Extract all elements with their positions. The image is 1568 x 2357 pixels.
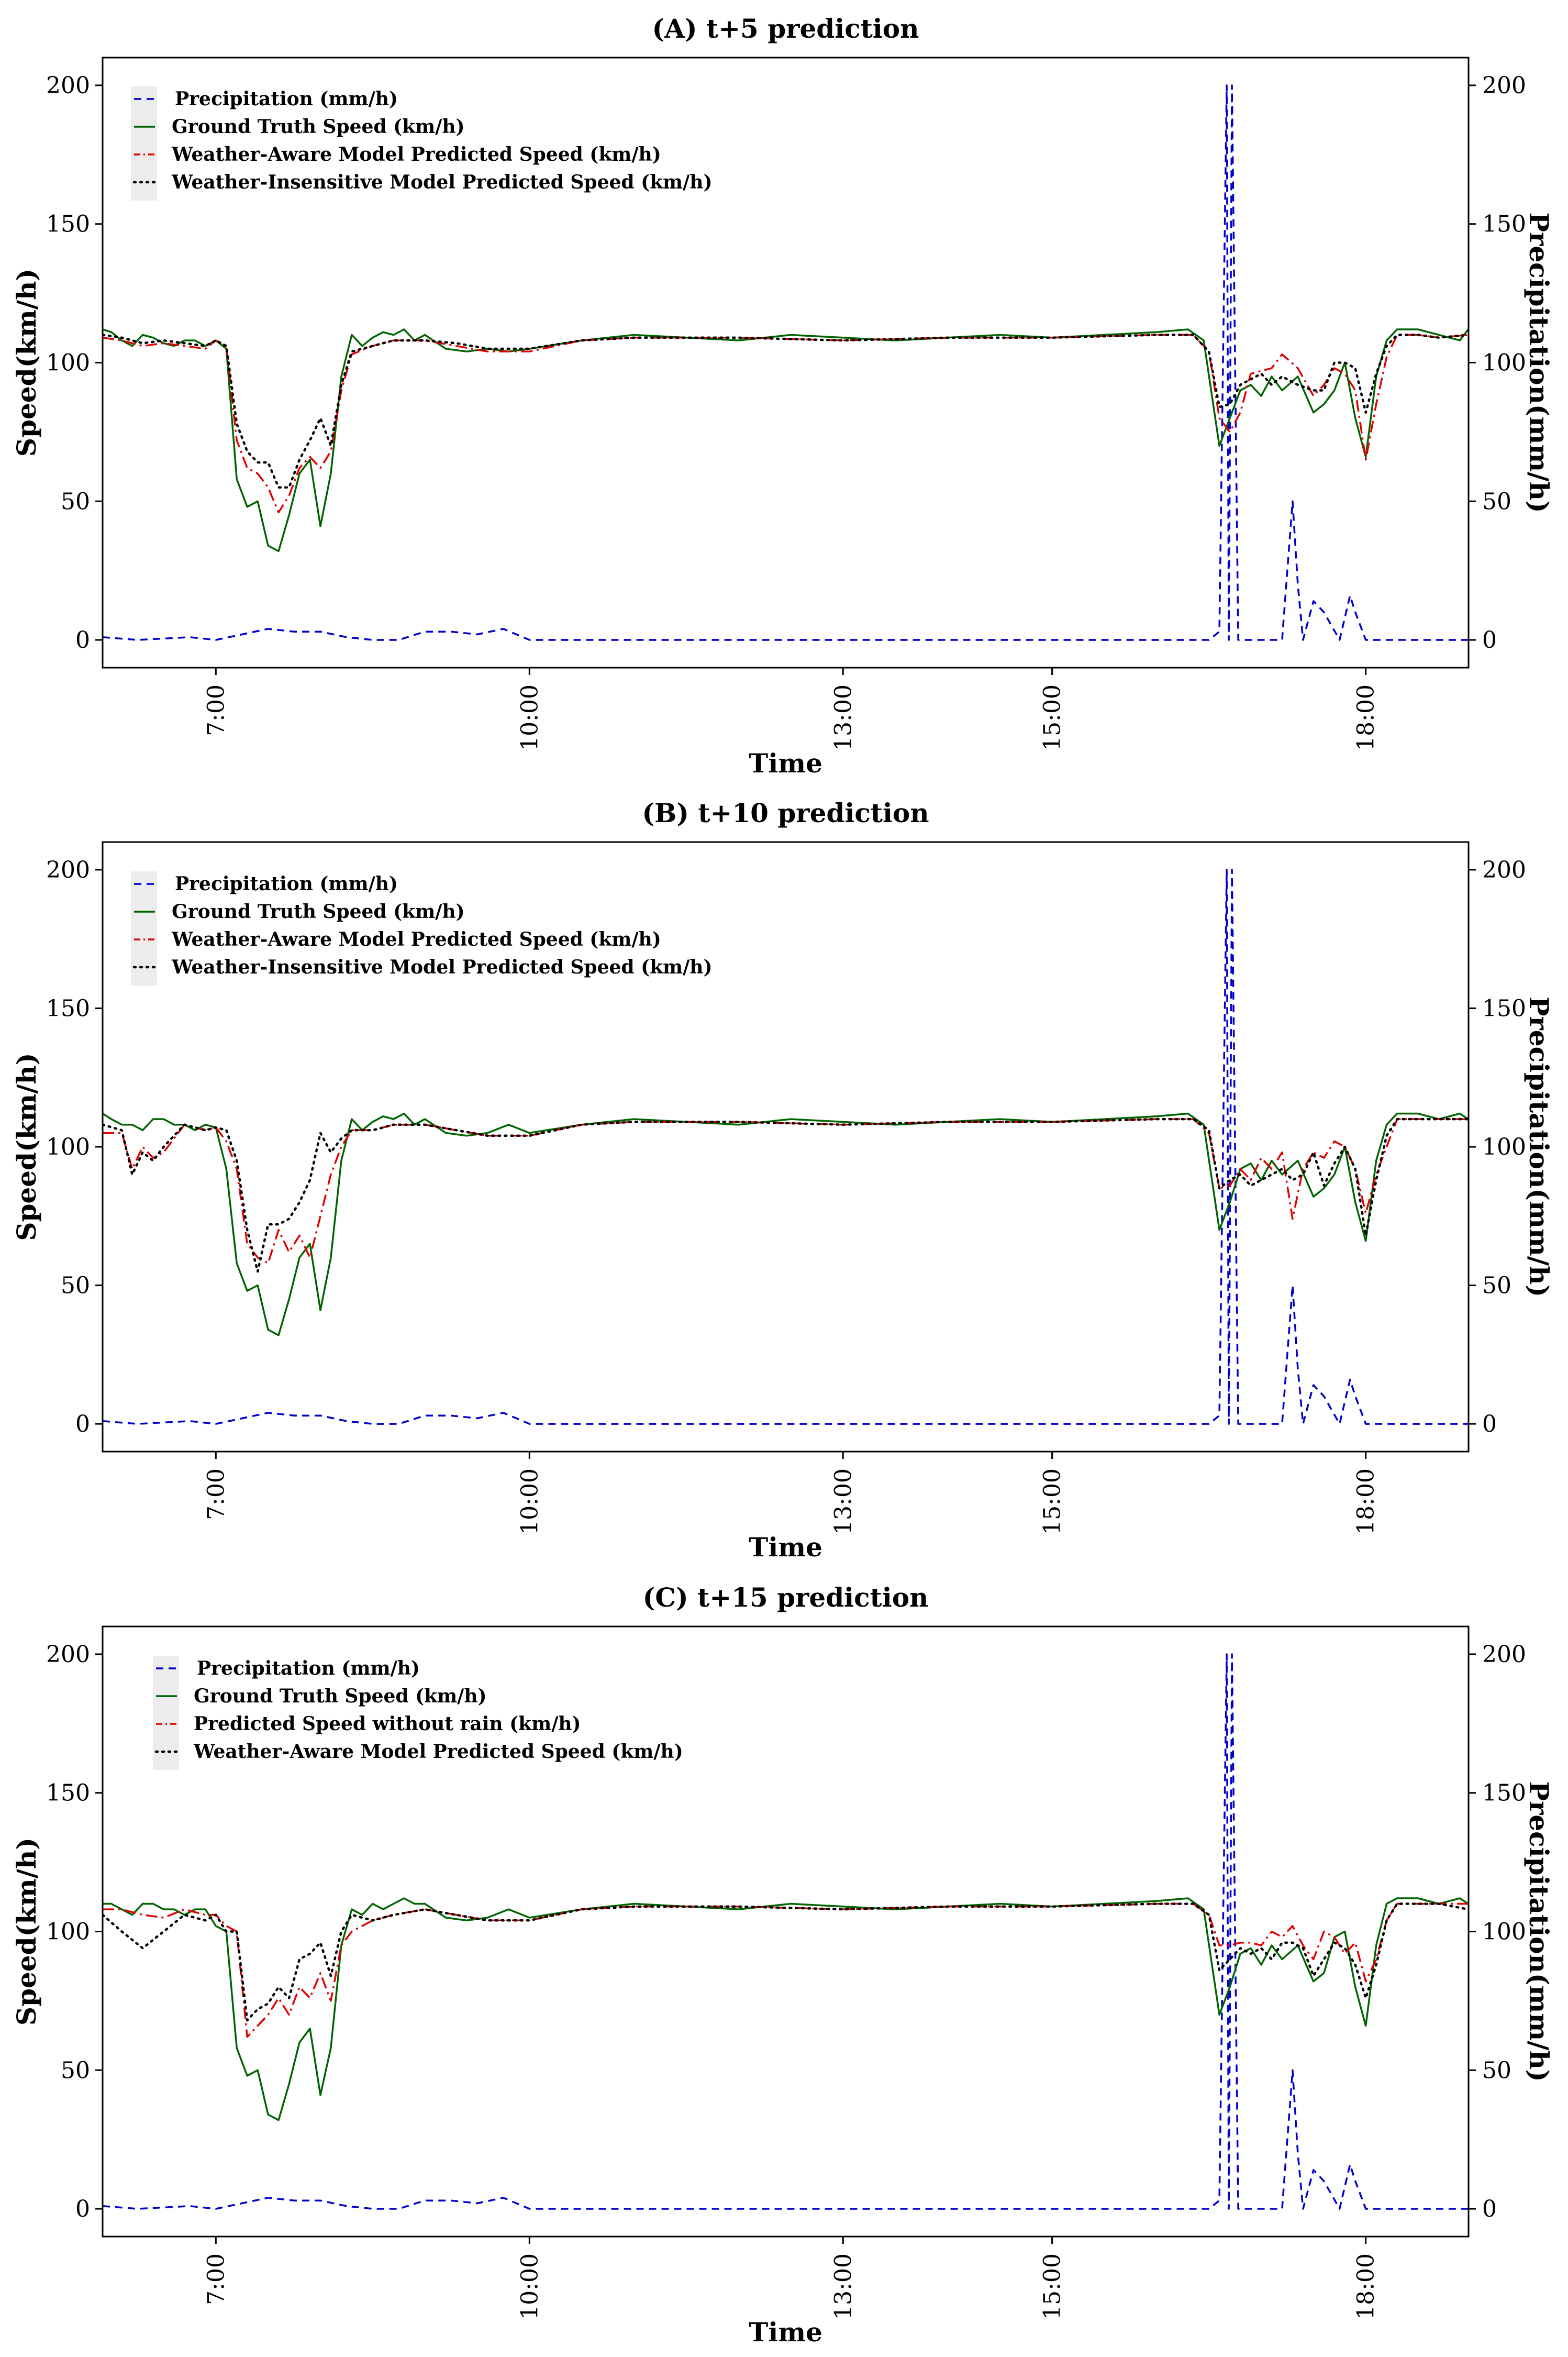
series-line-weather-insensitive-model-predicted-speed-km-h	[103, 334, 1469, 489]
y-tick-label-left: 50	[61, 488, 90, 515]
y-tick-label-right: 150	[1482, 211, 1526, 238]
legend-entry-label: Precipitation (mm/h)	[197, 1657, 420, 1679]
legend-entry-label: Ground Truth Speed (km/h)	[172, 901, 465, 923]
legend-entry-label: Weather-Insensitive Model Predicted Spee…	[171, 956, 713, 978]
chart-title: (C) t+15 prediction	[643, 1582, 929, 1613]
legend-entry-label: Weather-Aware Model Predicted Speed (km/…	[171, 143, 661, 165]
y-tick-label-left: 100	[46, 1134, 90, 1160]
legend-swatch-background	[153, 1656, 179, 1770]
legend: Precipitation (mm/h) Ground Truth Speed (…	[131, 86, 713, 201]
y-tick-label-left: 200	[46, 1641, 90, 1668]
series-line-ground-truth-speed-km-h	[103, 1112, 1469, 1336]
series-group	[103, 84, 1469, 641]
y-tick-label-right: 100	[1482, 1134, 1526, 1160]
y-tick-label-right: 0	[1482, 2196, 1497, 2222]
x-tick-label: 18:00	[1353, 684, 1380, 751]
y-tick-label-left: 100	[46, 1919, 90, 1945]
legend-swatch-background	[131, 86, 157, 201]
y-tick-label-right: 50	[1482, 1272, 1511, 1299]
chart-title: (B) t+10 prediction	[642, 798, 929, 828]
x-tick-label: 10:00	[516, 2253, 543, 2320]
y-axis-label-right: Precipitation(mm/h)	[1523, 997, 1554, 1297]
series-line-weather-insensitive-model-predicted-speed-km-h	[103, 1117, 1469, 1273]
series-line-weather-aware-model-predicted-speed-km-h	[103, 1118, 1469, 1264]
y-tick-label-right: 150	[1482, 1780, 1526, 1807]
y-tick-label-right: 50	[1482, 488, 1511, 515]
y-tick-label-left: 150	[46, 1780, 90, 1807]
x-tick-label: 18:00	[1353, 1468, 1380, 1535]
legend-entry-label: Precipitation (mm/h)	[175, 873, 398, 895]
y-tick-label-left: 150	[46, 995, 90, 1022]
x-tick-label: 7:00	[203, 684, 229, 736]
x-tick-label: 7:00	[203, 2253, 229, 2305]
x-tick-label: 18:00	[1353, 2253, 1380, 2320]
y-tick-label-left: 200	[46, 72, 90, 99]
legend-entry-label: Precipitation (mm/h)	[175, 88, 398, 110]
y-tick-label-right: 0	[1482, 627, 1497, 654]
x-tick-label: 15:00	[1039, 2253, 1066, 2320]
chart-panel-1: (A) t+5 prediction 0 0 50 50 100 100 150 150 200 2…	[11, 13, 1554, 779]
legend-entry-label: Weather-Insensitive Model Predicted Spee…	[171, 171, 713, 193]
legend: Precipitation (mm/h) Ground Truth Speed (…	[131, 871, 713, 986]
legend-entry-label: Ground Truth Speed (km/h)	[194, 1685, 487, 1707]
chart-panel-3: (C) t+15 prediction 0 0 50 50 100 100 150 150 200…	[11, 1582, 1554, 2348]
x-tick-label: 10:00	[516, 684, 543, 751]
y-tick-label-left: 100	[46, 350, 90, 377]
y-axis-label-left: Speed(km/h)	[11, 1053, 42, 1241]
x-axis-label: Time	[749, 2317, 822, 2348]
legend-entry-label: Ground Truth Speed (km/h)	[172, 116, 465, 138]
y-tick-label-right: 0	[1482, 1411, 1497, 1437]
chart-title: (A) t+5 prediction	[652, 13, 919, 44]
series-line-ground-truth-speed-km-h	[103, 328, 1469, 552]
y-tick-label-left: 0	[75, 1411, 90, 1437]
x-tick-label: 13:00	[830, 1468, 857, 1535]
y-tick-label-left: 150	[46, 211, 90, 238]
y-axis-label-left: Speed(km/h)	[11, 1838, 42, 2026]
legend: Precipitation (mm/h) Ground Truth Speed (…	[153, 1656, 683, 1770]
chart-panel-2: (B) t+10 prediction 0 0 50 50 100 100 150 150 200…	[11, 798, 1554, 1563]
legend-entry-label: Weather-Aware Model Predicted Speed (km/…	[171, 928, 661, 950]
x-axis-label: Time	[749, 748, 822, 779]
legend-swatch-background	[131, 871, 157, 986]
y-axis-label-right: Precipitation(mm/h)	[1523, 212, 1554, 513]
x-tick-label: 7:00	[203, 1468, 229, 1520]
y-tick-label-right: 200	[1482, 1641, 1526, 1668]
y-tick-label-right: 150	[1482, 995, 1526, 1022]
series-group	[103, 1653, 1469, 2210]
series-line-precipitation-mm-h	[103, 84, 1469, 641]
y-tick-label-left: 50	[61, 1272, 90, 1299]
series-group	[103, 869, 1469, 1425]
y-tick-label-right: 100	[1482, 1919, 1526, 1945]
x-tick-label: 15:00	[1039, 1468, 1066, 1535]
x-tick-label: 13:00	[830, 684, 857, 751]
y-tick-label-left: 0	[75, 627, 90, 654]
y-axis-label-left: Speed(km/h)	[11, 269, 42, 457]
x-tick-label: 10:00	[516, 1468, 543, 1535]
y-tick-label-right: 50	[1482, 2057, 1511, 2084]
x-tick-label: 15:00	[1039, 684, 1066, 751]
y-tick-label-left: 200	[46, 857, 90, 883]
x-tick-label: 13:00	[830, 2253, 857, 2320]
legend-entry-label: Weather-Aware Model Predicted Speed (km/…	[193, 1741, 683, 1763]
y-tick-label-right: 100	[1482, 350, 1526, 377]
x-axis-label: Time	[749, 1532, 822, 1563]
y-axis-label-right: Precipitation(mm/h)	[1523, 1781, 1554, 2082]
y-tick-label-left: 0	[75, 2196, 90, 2222]
y-tick-label-right: 200	[1482, 857, 1526, 883]
legend-entry-label: Predicted Speed without rain (km/h)	[194, 1713, 581, 1735]
series-line-precipitation-mm-h	[103, 1653, 1469, 2210]
series-line-predicted-speed-without-rain-km-h	[103, 1902, 1469, 2038]
series-line-precipitation-mm-h	[103, 869, 1469, 1425]
y-tick-label-left: 50	[61, 2057, 90, 2084]
y-tick-label-right: 200	[1482, 72, 1526, 99]
